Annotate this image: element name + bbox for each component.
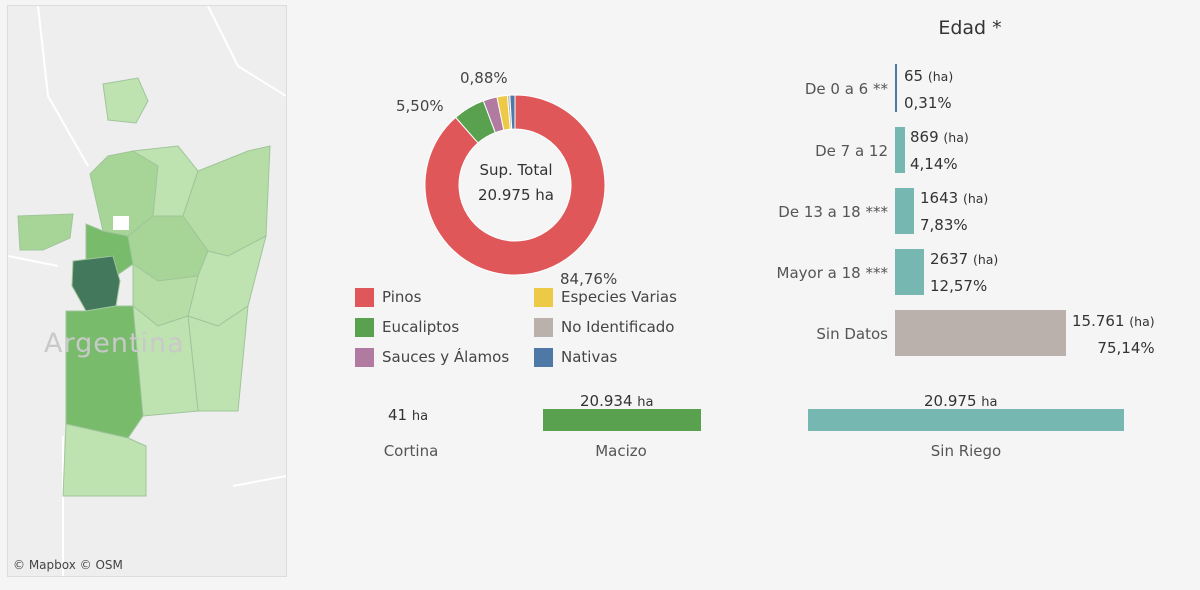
legend-label: Eucaliptos (382, 318, 460, 336)
age-bar-sin-datos[interactable] (895, 310, 1066, 356)
macizo-number: 20.934 (580, 392, 633, 410)
age-number: 15.761 (1072, 312, 1125, 330)
age-label-7-12: De 7 a 12 (815, 142, 888, 160)
cortina-number: 41 (388, 406, 408, 424)
cortina-unit: ha (411, 409, 429, 424)
riego-number: 20.975 (924, 392, 977, 410)
legend-label: Pinos (382, 288, 422, 306)
donut-center-title: Sup. Total (479, 161, 553, 179)
age-bar-7-12[interactable] (895, 127, 905, 173)
age-number: 1643 (920, 189, 959, 207)
age-bar-0-6[interactable] (895, 64, 897, 112)
donut-label-especies: 0,88% (460, 69, 508, 87)
region-north-island (102, 77, 149, 124)
legend-swatch (355, 347, 374, 367)
region-far-south (62, 423, 147, 497)
province-map[interactable]: Argentina © Mapbox © OSM (7, 5, 287, 577)
riego-caption: Sin Riego (930, 442, 1002, 460)
macizo-bar[interactable] (543, 409, 701, 431)
legend-swatch (355, 317, 374, 337)
age-value-13-18: 1643 (ha) 7,83% (920, 185, 988, 238)
cortina-caption: Cortina (383, 442, 439, 460)
cortina-value: 41 ha (388, 406, 428, 424)
age-unit: (ha) (1129, 314, 1155, 329)
legend-item-especies[interactable]: Especies Varias (534, 286, 677, 308)
legend-item-no-identificado[interactable]: No Identificado (534, 316, 674, 338)
map-credit[interactable]: © Mapbox © OSM (13, 558, 123, 572)
legend-swatch (534, 317, 553, 337)
age-percent: 12,57% (930, 277, 988, 295)
riego-unit: ha (981, 395, 998, 410)
legend-label: Especies Varias (561, 288, 677, 306)
map-regions (8, 6, 286, 576)
age-number: 869 (910, 128, 939, 146)
donut-slice-nativas[interactable] (509, 94, 516, 130)
donut-center-value: 20.975 ha (478, 186, 554, 204)
legend-label: Nativas (561, 348, 618, 366)
legend-label: Sauces y Álamos (382, 348, 510, 366)
donut-label-eucaliptos: 5,50% (396, 97, 444, 115)
age-percent: 7,83% (920, 216, 968, 234)
macizo-caption: Macizo (595, 442, 647, 460)
age-bar-mayor-18[interactable] (895, 249, 924, 295)
age-percent: 75,14% (1097, 339, 1155, 357)
legend-swatch (355, 287, 374, 307)
macizo-unit: ha (637, 395, 654, 410)
legend-item-pinos[interactable]: Pinos (355, 286, 421, 308)
age-percent: 0,31% (904, 94, 952, 112)
region-west-patch (17, 213, 74, 251)
donut-slice-pinos[interactable] (424, 94, 606, 276)
age-value-sin-datos: 15.761 (ha) 75,14% (1072, 308, 1155, 361)
riego-bar[interactable] (808, 409, 1124, 431)
age-value-7-12: 869 (ha) 4,14% (910, 124, 969, 177)
legend-item-eucaliptos[interactable]: Eucaliptos (355, 316, 459, 338)
legend-swatch (534, 287, 553, 307)
riego-value: 20.975 ha (924, 392, 998, 410)
age-bar-13-18[interactable] (895, 188, 914, 234)
region-south-west (65, 305, 144, 439)
age-label-mayor-18: Mayor a 18 *** (776, 264, 888, 282)
age-chart-title: Edad * (938, 17, 1002, 39)
age-number: 65 (904, 67, 924, 85)
age-value-mayor-18: 2637 (ha) 12,57% (930, 246, 998, 299)
country-label: Argentina (44, 328, 185, 359)
macizo-value: 20.934 ha (580, 392, 654, 410)
age-percent: 4,14% (910, 155, 958, 173)
donut-center-label: Sup. Total 20.975 ha (456, 158, 576, 208)
age-number: 2637 (930, 250, 969, 268)
legend-item-sauces[interactable]: Sauces y Álamos (355, 346, 509, 368)
age-label-sin-datos: Sin Datos (816, 325, 888, 343)
region-highlight (71, 255, 121, 312)
age-label-13-18: De 13 a 18 *** (778, 203, 888, 221)
age-label-0-6: De 0 a 6 ** (804, 80, 888, 98)
age-unit: (ha) (972, 252, 999, 267)
age-value-0-6: 65 (ha) 0,31% (904, 63, 953, 116)
donut-label-pinos: 84,76% (560, 270, 618, 288)
age-unit: (ha) (943, 130, 969, 145)
age-unit: (ha) (927, 69, 954, 84)
age-unit: (ha) (962, 191, 989, 206)
legend-item-nativas[interactable]: Nativas (534, 346, 617, 368)
legend-label: No Identificado (561, 318, 675, 336)
species-donut-chart[interactable] (410, 80, 620, 290)
legend-swatch (534, 347, 553, 367)
